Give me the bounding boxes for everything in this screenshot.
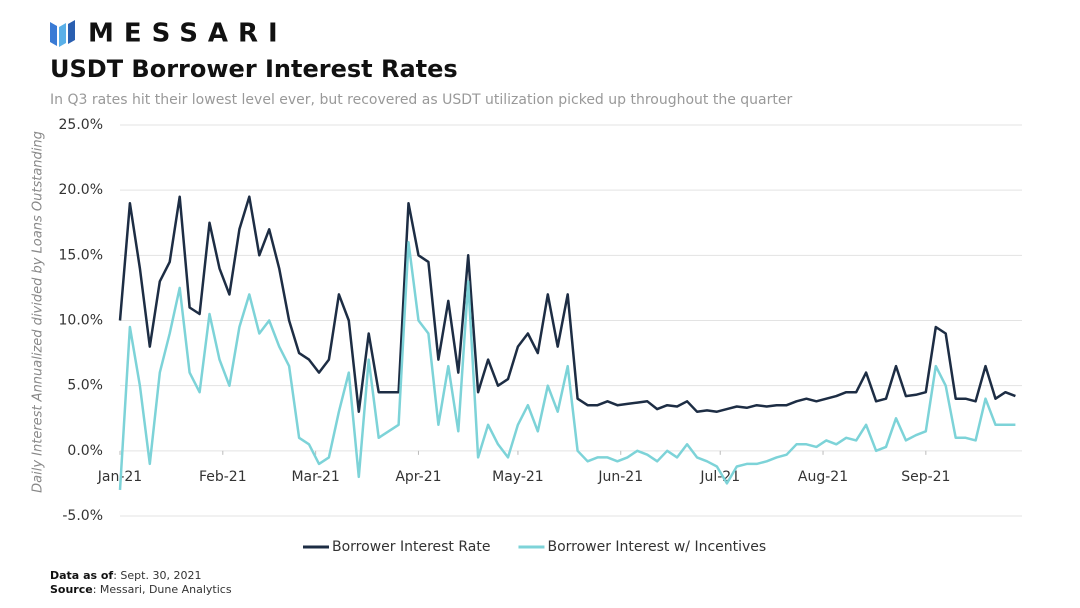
x-tick-label: Jan-21 — [97, 469, 142, 485]
y-tick-label: 15.0% — [59, 247, 103, 263]
x-tick-label: Mar-21 — [291, 469, 339, 485]
y-tick-label: -5.0% — [62, 508, 103, 524]
y-tick-label: 20.0% — [59, 182, 103, 198]
x-tick-label: Jun-21 — [597, 469, 643, 485]
x-tick-label: Apr-21 — [395, 469, 441, 485]
footnote-text: : Sept. 30, 2021 — [113, 569, 201, 582]
legend-label: Borrower Interest Rate — [332, 539, 490, 555]
footnote-label: Source — [50, 583, 93, 596]
y-axis-title: Daily Interest Annualized divided by Loa… — [31, 131, 46, 493]
footnote-label: Data as of — [50, 569, 113, 582]
y-tick-label: 5.0% — [67, 378, 103, 394]
chart-subtitle: In Q3 rates hit their lowest level ever,… — [50, 92, 792, 108]
x-tick-label: Jul-21 — [699, 469, 740, 485]
y-tick-label: 0.0% — [67, 443, 103, 459]
x-tick-label: Aug-21 — [798, 469, 848, 485]
series-line — [118, 241, 1016, 490]
legend-label: Borrower Interest w/ Incentives — [547, 539, 766, 555]
x-tick-label: Feb-21 — [199, 469, 247, 485]
footnote-text: : Messari, Dune Analytics — [93, 583, 232, 596]
x-tick-label: Sep-21 — [901, 469, 950, 485]
brand: MESSARI — [88, 19, 288, 49]
series-line — [118, 195, 1016, 413]
x-tick-label: May-21 — [492, 469, 544, 485]
y-tick-label: 25.0% — [59, 117, 103, 133]
y-tick-label: 10.0% — [59, 313, 103, 329]
logo-icon — [50, 20, 75, 47]
chart-title: USDT Borrower Interest Rates — [50, 55, 458, 83]
